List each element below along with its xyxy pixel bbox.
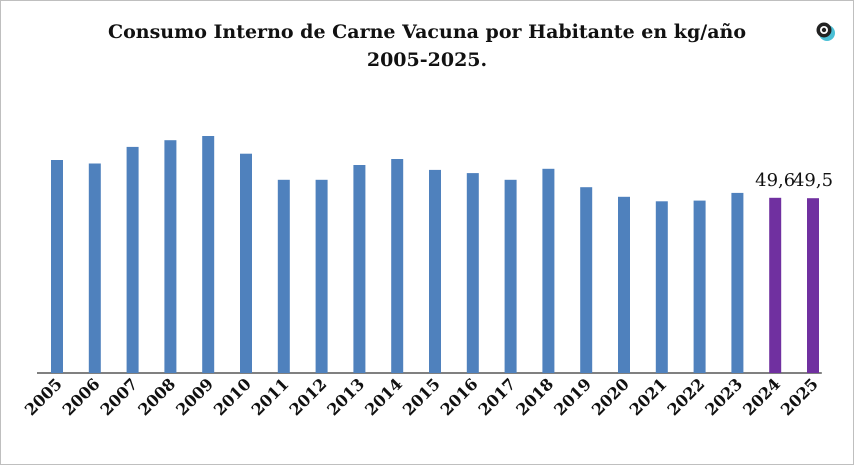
chart-title-line2: 2005-2025. xyxy=(366,49,488,71)
x-tick-label-2013: 2013 xyxy=(323,374,368,419)
bar-2023 xyxy=(731,192,744,373)
bar-2005 xyxy=(51,160,63,373)
bar-2010 xyxy=(240,153,252,373)
x-tick-label-2017: 2017 xyxy=(475,374,520,419)
x-tick-label-2015: 2015 xyxy=(399,374,444,419)
x-tick-label-2009: 2009 xyxy=(172,374,217,419)
bar-2011 xyxy=(277,179,290,373)
chart-title: Consumo Interno de Carne Vacuna por Habi… xyxy=(0,18,854,74)
x-tick-label-2005: 2005 xyxy=(21,374,66,419)
x-tick-label-2019: 2019 xyxy=(550,374,595,419)
data-label-2024: 49,6 xyxy=(755,170,795,191)
bar-2016 xyxy=(466,173,479,373)
x-tick-label-2018: 2018 xyxy=(512,374,557,419)
x-tick-label-2006: 2006 xyxy=(59,374,104,419)
bar-2006 xyxy=(88,163,101,373)
bar-2020 xyxy=(618,196,630,373)
x-tick-label-2021: 2021 xyxy=(626,374,671,419)
chart-title-line1: Consumo Interno de Carne Vacuna por Habi… xyxy=(107,21,746,43)
x-tick-label-2020: 2020 xyxy=(588,374,633,419)
x-tick-label-2010: 2010 xyxy=(210,374,255,419)
x-tick-label-2008: 2008 xyxy=(134,374,179,419)
bar-2021 xyxy=(655,201,668,373)
bar-2024 xyxy=(769,197,782,373)
bar-2018 xyxy=(542,168,555,373)
data-label-2025: 49,5 xyxy=(793,170,833,191)
bar-2009 xyxy=(202,136,215,373)
bar-2019 xyxy=(580,187,593,373)
x-tick-label-2012: 2012 xyxy=(286,374,331,419)
bar-2014 xyxy=(391,159,404,373)
x-tick-label-2011: 2011 xyxy=(248,374,293,419)
x-tick-label-2007: 2007 xyxy=(97,374,142,419)
bar-2008 xyxy=(164,140,177,373)
bar-2015 xyxy=(429,169,441,373)
bar-2012 xyxy=(315,179,328,373)
bar-2013 xyxy=(353,165,366,373)
x-tick-label-2025: 2025 xyxy=(777,374,822,419)
bar-2022 xyxy=(693,200,706,373)
x-tick-label-2014: 2014 xyxy=(361,374,406,419)
bar-2017 xyxy=(504,179,517,373)
bar-2007 xyxy=(126,146,139,373)
x-tick-label-2024: 2024 xyxy=(739,374,784,419)
x-tick-label-2016: 2016 xyxy=(437,374,482,419)
x-tick-label-2023: 2023 xyxy=(701,374,746,419)
x-tick-label-2022: 2022 xyxy=(664,374,709,419)
bar-2025 xyxy=(807,198,819,373)
circle-logo-icon xyxy=(816,22,835,41)
